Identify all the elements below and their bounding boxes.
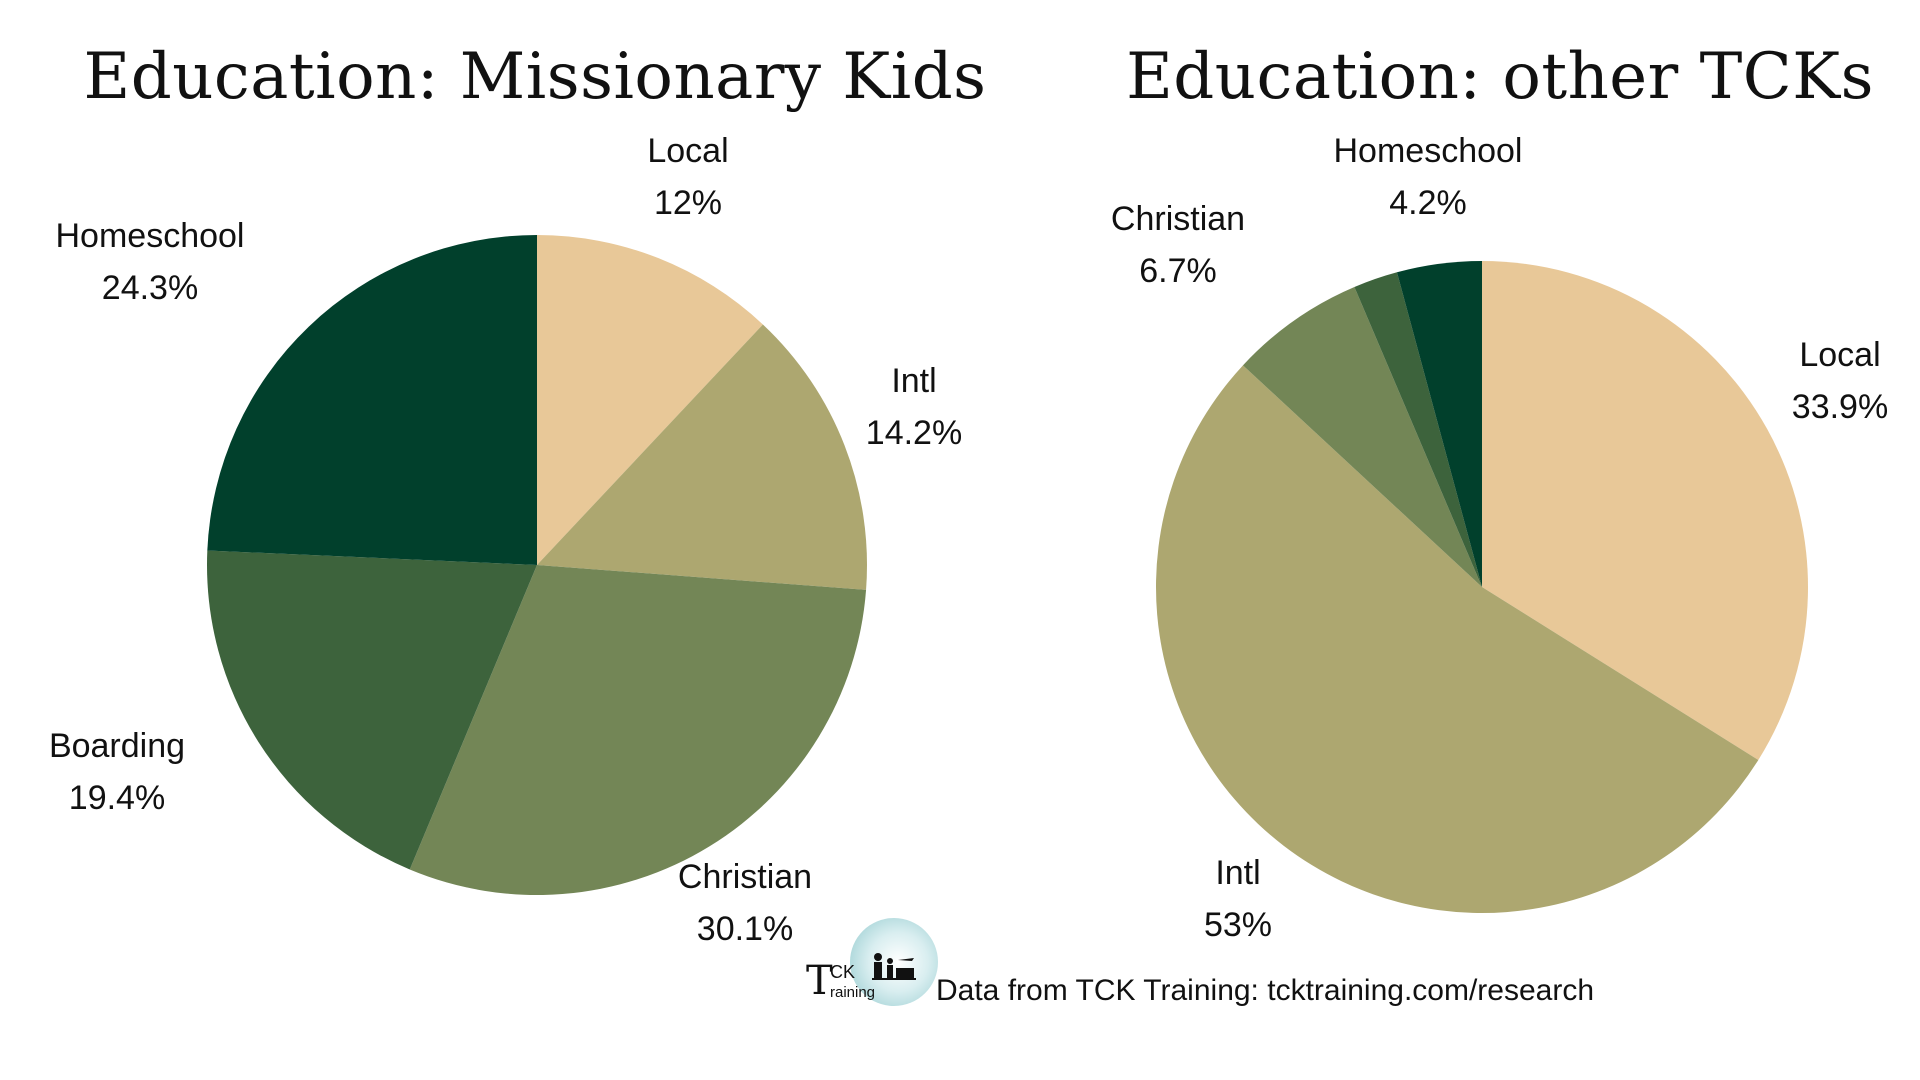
pie-slice-intl bbox=[537, 324, 867, 590]
slice-value-local: 33.9% bbox=[1792, 388, 1888, 426]
slice-label-intl: Intl 53% bbox=[1204, 854, 1272, 944]
chart-title-missionary-kids: Education: Missionary Kids bbox=[83, 40, 987, 114]
pie-slice-local bbox=[537, 235, 763, 565]
slice-category-homeschool: Homeschool bbox=[56, 217, 245, 255]
slice-category-intl: Intl bbox=[891, 362, 936, 400]
chart-title-other-tcks: Education: other TCKs bbox=[1126, 40, 1874, 114]
pie-slice-boarding bbox=[1354, 272, 1482, 587]
slice-category-local: Local bbox=[1799, 336, 1880, 374]
slice-value-homeschool: 4.2% bbox=[1389, 184, 1467, 222]
logo-letter-t: T bbox=[806, 958, 833, 1004]
slice-label-intl: Intl 14.2% bbox=[866, 362, 962, 452]
slice-value-local: 12% bbox=[654, 184, 722, 222]
slice-label-homeschool: Homeschool 4.2% bbox=[1334, 132, 1523, 222]
pie-slice-local bbox=[1482, 261, 1808, 760]
slice-value-christian: 6.7% bbox=[1139, 252, 1217, 290]
pie-slice-boarding bbox=[207, 550, 537, 870]
slice-label-christian: Christian 6.7% bbox=[1111, 200, 1245, 290]
family-figures-icon bbox=[872, 953, 916, 980]
source-footer: T CK raining Data from TCK Training: tck… bbox=[806, 918, 1594, 1014]
source-text: Data from TCK Training: tcktraining.com/… bbox=[936, 974, 1595, 1007]
slice-category-christian: Christian bbox=[678, 858, 812, 896]
slice-label-christian: Christian 30.1% bbox=[678, 858, 812, 948]
slice-category-christian: Christian bbox=[1111, 200, 1245, 238]
slice-label-boarding: Boarding 19.4% bbox=[49, 727, 185, 817]
pie-other-tcks: Local 33.9% Intl 53% Christian 6.7% Homeschool… bbox=[1111, 132, 1888, 944]
pie-slice-homeschool bbox=[207, 235, 537, 565]
tck-training-logo: T CK raining bbox=[806, 918, 938, 1014]
pie-slice-christian bbox=[409, 565, 867, 896]
slice-category-local: Local bbox=[647, 132, 728, 170]
slice-value-intl: 53% bbox=[1204, 906, 1272, 944]
slice-value-intl: 14.2% bbox=[866, 414, 962, 452]
slice-label-local: Local 33.9% bbox=[1792, 336, 1888, 426]
slice-label-homeschool: Homeschool 24.3% bbox=[56, 217, 245, 307]
pie-slice-homeschool bbox=[1396, 261, 1482, 587]
logo-circle-icon bbox=[850, 918, 938, 1006]
logo-text-ck: CK bbox=[830, 962, 856, 982]
pie-slice-christian bbox=[1242, 287, 1482, 587]
slice-category-homeschool: Homeschool bbox=[1334, 132, 1523, 170]
slice-label-local: Local 12% bbox=[647, 132, 728, 222]
pie-slice-intl bbox=[1156, 365, 1759, 913]
logo-text-raining: raining bbox=[830, 984, 876, 1001]
slice-value-christian: 30.1% bbox=[697, 910, 793, 948]
pie-missionary-kids: Local 12% Intl 14.2% Christian 30.1% Boarding 1… bbox=[49, 132, 962, 948]
slice-value-homeschool: 24.3% bbox=[102, 269, 198, 307]
slice-category-boarding: Boarding bbox=[49, 727, 185, 765]
slice-value-boarding: 19.4% bbox=[69, 779, 165, 817]
slice-category-intl: Intl bbox=[1215, 854, 1260, 892]
